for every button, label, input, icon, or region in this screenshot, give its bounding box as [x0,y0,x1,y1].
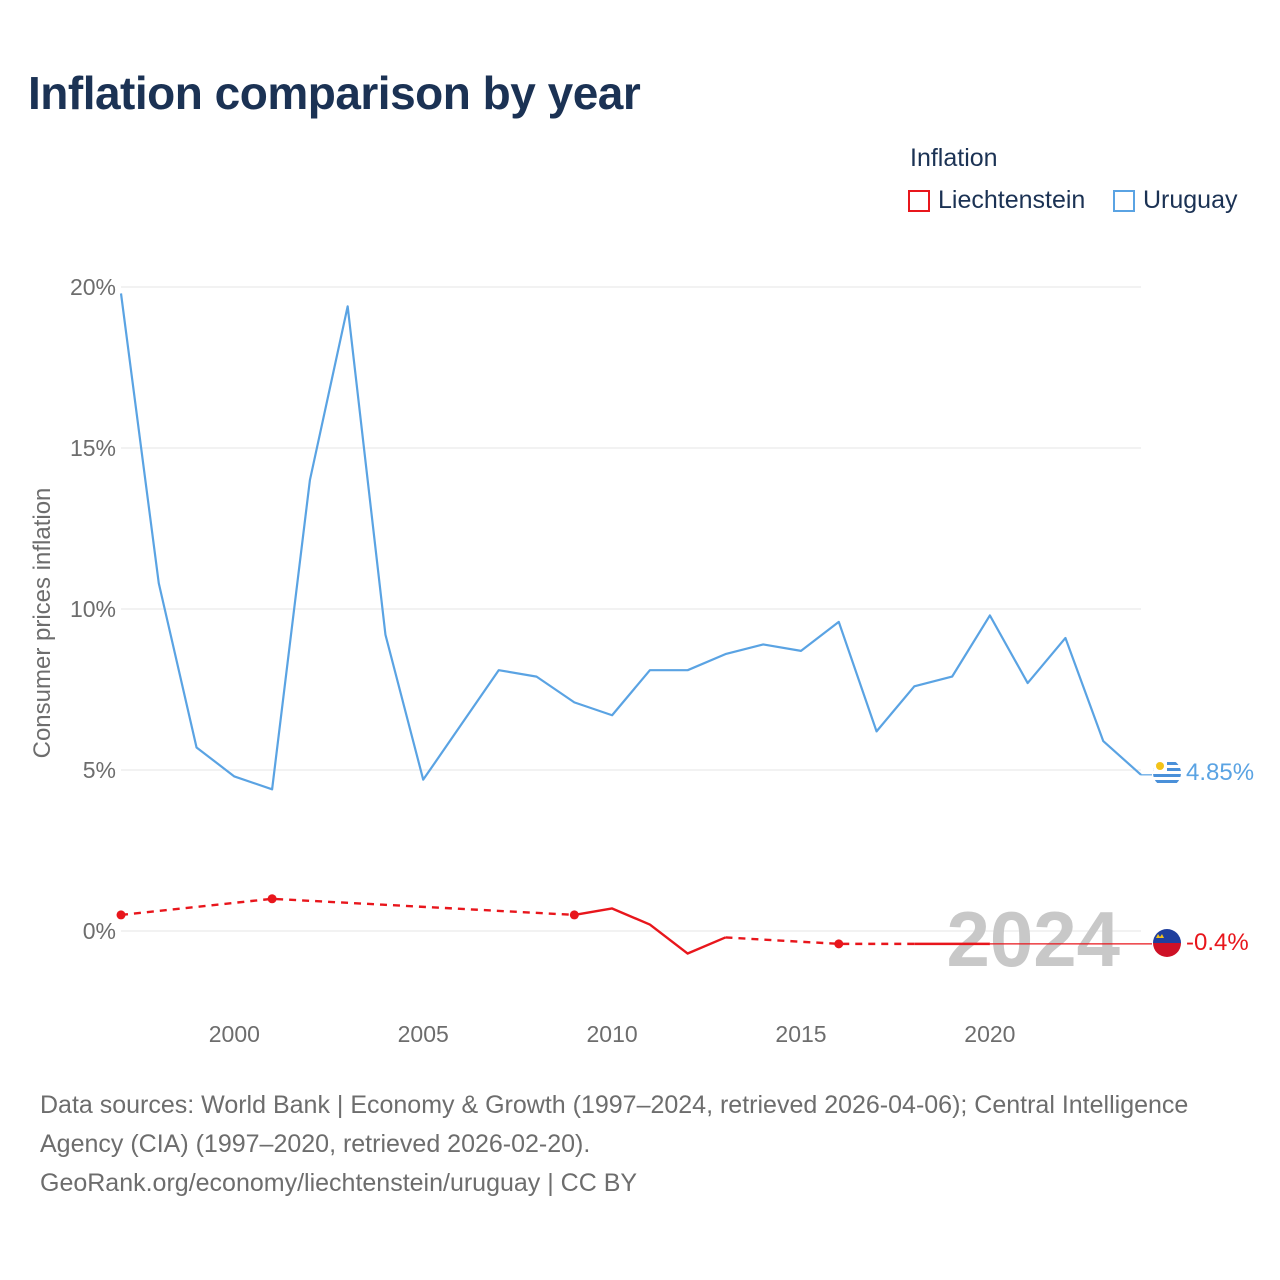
liechtenstein-end-label: -0.4% [1186,929,1249,956]
y-tick-label: 0% [83,918,116,944]
x-tick-label: 2000 [209,1021,260,1047]
x-tick-label: 2020 [964,1021,1015,1047]
legend-swatch-uruguay [1113,189,1135,212]
legend-label-liechtenstein: Liechtenstein [938,186,1086,214]
y-axis-label: Consumer prices inflation [29,488,56,759]
x-tick-label: 2005 [398,1021,449,1047]
y-tick-label: 15% [70,435,116,461]
liechtenstein-point-marker [569,910,579,920]
y-tick-label: 5% [83,757,116,783]
uruguay-flag-icon [1153,759,1181,787]
y-tick-label: 10% [70,596,116,622]
uruguay-end-label: 4.85% [1186,759,1254,786]
legend-label-uruguay: Uruguay [1143,186,1238,214]
x-axis-ticks: 2000 2005 2010 2015 2020 [209,1021,1016,1047]
x-tick-label: 2010 [587,1021,638,1047]
series-uruguay [119,293,1152,791]
footer-sources-line2: Agency (CIA) (1997–2020, retrieved 2026-… [40,1130,591,1158]
legend-item-liechtenstein[interactable]: Liechtenstein [908,186,1085,215]
legend-swatch-liechtenstein [908,189,930,212]
liechtenstein-point-marker [116,910,126,920]
liechtenstein-line-solid [574,907,726,955]
liechtenstein-line-dashed [120,897,575,917]
year-watermark: 2024 [946,895,1120,983]
legend-item-uruguay[interactable]: Uruguay [1113,186,1238,215]
liechtenstein-point-marker [267,894,277,904]
footer-link[interactable]: GeoRank.org/economy/liechtenstein/urugua… [40,1169,638,1197]
series-liechtenstein [116,894,1152,955]
y-axis-ticks: 0% 5% 10% 15% 20% [70,274,116,944]
uruguay-line [119,293,1142,791]
liechtenstein-flag-icon [1153,929,1181,957]
liechtenstein-line-dashed [725,936,915,946]
chart-title: Inflation comparison by year [28,67,641,119]
legend-title: Inflation [910,144,998,172]
liechtenstein-point-marker [834,939,844,949]
inflation-chart: 0% 5% 10% 15% 20% 2000 2005 2010 2015 2020 Consu… [29,274,1254,1047]
y-tick-label: 20% [70,274,116,300]
footer: Data sources: World Bank | Economy & Gro… [40,1086,1240,1203]
footer-sources-line1: Data sources: World Bank | Economy & Gro… [40,1091,1189,1119]
gridlines [121,286,1141,932]
x-tick-label: 2015 [775,1021,826,1047]
